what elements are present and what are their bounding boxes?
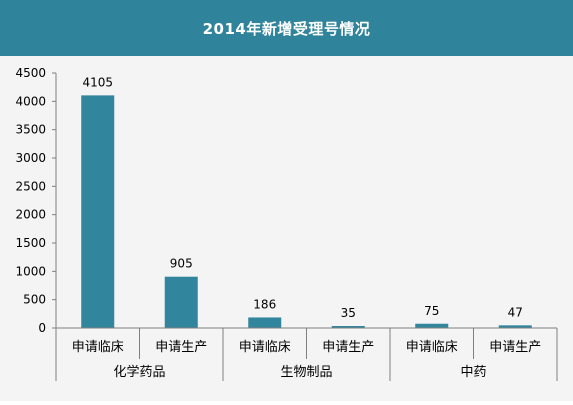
data-label: 4105 [82,75,113,89]
y-tick-label: 3000 [15,151,46,165]
category-label: 申请生产 [322,340,374,355]
y-tick-label: 2500 [15,179,46,193]
y-tick-label: 0 [38,321,46,335]
data-label: 186 [253,297,276,311]
category-label: 申请临床 [406,340,458,355]
category-label: 申请生产 [489,340,541,355]
y-tick-label: 500 [23,293,46,307]
chart-title-bar: 2014年新增受理号情况 [0,0,573,56]
bar-chart: 0 500 1000 1500 2000 2500 3000 3500 4000 4500 410… [15,66,558,381]
data-label: 905 [170,257,193,271]
group-label: 化学药品 [113,364,165,380]
y-tick-label: 3500 [15,123,46,137]
category-label: 申请生产 [155,340,207,355]
bars: 4105 905 186 35 75 47 [81,75,532,328]
bar [331,326,365,328]
data-label: 47 [508,305,523,319]
bar [415,323,449,328]
category-label: 申请临床 [239,340,291,355]
chart-title: 2014年新增受理号情况 [202,19,371,38]
bar [81,95,115,328]
bar [164,276,198,328]
y-tick-label: 1000 [15,264,46,278]
y-tick-label: 4000 [15,94,46,108]
data-label: 75 [424,304,439,318]
bar [498,325,532,328]
y-tick-label: 1500 [15,236,46,250]
y-axis: 0 500 1000 1500 2000 2500 3000 3500 4000 4500 [15,66,57,335]
group-label: 生物制品 [280,365,332,380]
chart-area: 0 500 1000 1500 2000 2500 3000 3500 4000 4500 410… [0,56,573,401]
group-label: 中药 [460,365,486,380]
bar [248,317,282,328]
category-label: 申请临床 [72,340,124,355]
data-label: 35 [341,306,356,320]
y-tick-label: 2000 [15,208,46,222]
y-tick-label: 4500 [15,66,46,80]
